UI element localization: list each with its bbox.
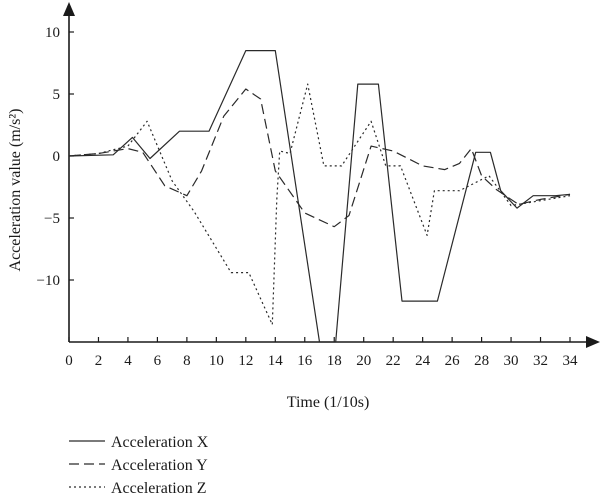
x-tick-label: 24 xyxy=(415,353,431,369)
series-layer xyxy=(68,49,571,343)
x-tick-label: 12 xyxy=(238,353,253,369)
x-tick-label: 8 xyxy=(183,353,191,369)
x-tick-label: 18 xyxy=(327,353,342,369)
series-line-1 xyxy=(68,49,571,343)
x-tick-label: 22 xyxy=(386,353,401,369)
y-tick-label: −5 xyxy=(44,211,60,227)
legend-label: Acceleration Z xyxy=(111,480,207,497)
y-tick-label: 10 xyxy=(45,25,60,41)
x-tick-label: 28 xyxy=(474,353,489,369)
y-axis-title: Acceleration value (m/s²) xyxy=(7,109,24,272)
x-tick-label: 32 xyxy=(533,353,548,369)
y-tick-label: 5 xyxy=(53,87,61,103)
y-tick-label: −10 xyxy=(37,273,60,289)
x-tick-label: 0 xyxy=(65,353,73,369)
x-tick-label: 10 xyxy=(209,353,224,369)
x-axis-title: Time (1/10s) xyxy=(287,394,370,411)
x-tick-label: 2 xyxy=(95,353,103,369)
x-tick-label: 20 xyxy=(356,353,371,369)
series-line-3 xyxy=(68,83,571,326)
x-tick-label: 16 xyxy=(297,353,313,369)
x-axis-ticks: 0 2 4 6 8 10 12 14 16 18 20 22 24 26 28 30 32 34 xyxy=(65,337,578,369)
legend-label: Acceleration X xyxy=(111,434,209,451)
x-axis-arrow-icon xyxy=(586,336,600,348)
x-tick-label: 34 xyxy=(563,353,579,369)
x-tick-label: 26 xyxy=(445,353,461,369)
y-tick-label: 0 xyxy=(53,149,61,165)
y-axis-arrow-icon xyxy=(63,2,75,16)
x-tick-label: 30 xyxy=(504,353,519,369)
y-axis-ticks: 10 5 0 −5 −10 xyxy=(37,25,74,289)
x-tick-label: 4 xyxy=(124,353,132,369)
chart-axes xyxy=(63,2,600,348)
legend-label: Acceleration Y xyxy=(111,457,208,474)
x-tick-label: 6 xyxy=(154,353,162,369)
series-line-2 xyxy=(68,88,571,228)
x-tick-label: 14 xyxy=(268,353,284,369)
legend: Acceleration X Acceleration Y Acceleration… xyxy=(69,434,209,497)
